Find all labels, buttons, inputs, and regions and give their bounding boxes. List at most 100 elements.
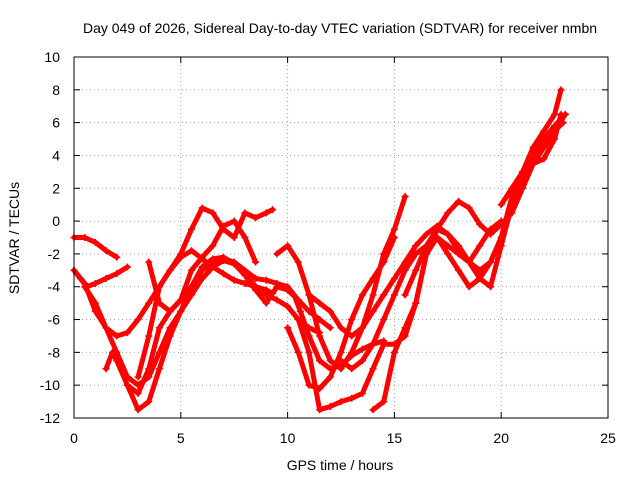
data-point	[348, 332, 356, 340]
data-point	[187, 225, 195, 233]
y-tick-labels: -12 -10 -8 -6 -4 -2 0 2 4 6 8 10	[40, 49, 60, 426]
data-point	[108, 348, 116, 356]
data-point	[476, 242, 484, 250]
data-point	[412, 299, 420, 307]
data-point	[220, 253, 228, 261]
data-point	[348, 348, 356, 356]
y-tick-label: -4	[48, 279, 61, 295]
data-point	[390, 275, 398, 283]
data-point	[369, 291, 377, 299]
data-point	[145, 398, 153, 406]
y-tick-label: 10	[44, 49, 60, 65]
data-point	[123, 329, 131, 337]
data-point	[262, 276, 270, 284]
y-tick-label: -2	[48, 246, 61, 262]
data-point	[177, 250, 185, 258]
data-point	[465, 204, 473, 212]
series-13	[337, 110, 569, 373]
series-9	[273, 192, 409, 373]
data-point	[519, 168, 527, 176]
data-point	[187, 247, 195, 255]
data-point	[241, 234, 249, 241]
x-tick-label: 15	[387, 430, 403, 446]
data-point	[230, 217, 238, 225]
data-point	[465, 283, 473, 291]
series-6	[123, 253, 334, 414]
data-point	[269, 206, 277, 214]
data-point	[369, 275, 377, 283]
data-point	[497, 217, 505, 225]
data-point	[380, 291, 388, 299]
data-point	[369, 307, 377, 315]
y-axis-label: SDTVAR / TECUs	[6, 182, 22, 294]
series-line	[402, 218, 504, 298]
y-tick-label: 2	[52, 180, 60, 196]
data-point	[422, 230, 430, 238]
data-point	[401, 324, 409, 332]
data-point	[187, 283, 195, 291]
data-point	[102, 275, 110, 283]
data-point	[326, 357, 334, 365]
data-point	[540, 127, 548, 135]
data-point	[358, 324, 366, 332]
series-line	[135, 205, 276, 380]
data-point	[273, 283, 281, 291]
y-tick-label: -6	[48, 312, 61, 328]
data-point	[337, 357, 345, 365]
data-point	[358, 357, 366, 365]
data-point	[113, 253, 121, 261]
data-point	[91, 279, 99, 287]
data-point	[444, 209, 452, 217]
data-point	[209, 209, 217, 217]
data-point	[369, 406, 377, 414]
data-point	[454, 197, 462, 205]
axes	[73, 56, 609, 419]
series-16	[497, 110, 565, 209]
y-tick-label: 0	[52, 213, 60, 229]
data-point	[134, 373, 142, 381]
data-point	[326, 403, 334, 411]
data-point	[401, 192, 409, 200]
data-point	[155, 348, 163, 356]
y-tick-label: -8	[48, 344, 61, 360]
y-tick-label: 4	[52, 147, 60, 163]
data-point	[529, 160, 537, 168]
data-point	[198, 275, 206, 283]
data-point	[348, 394, 356, 402]
data-point	[380, 398, 388, 406]
data-point	[444, 250, 452, 258]
data-point	[358, 291, 366, 299]
data-point	[102, 365, 110, 373]
data-point	[305, 381, 313, 389]
data-point	[134, 316, 142, 324]
data-point	[177, 307, 185, 315]
data-point	[380, 316, 388, 324]
data-point	[476, 220, 484, 228]
y-tick-label: -10	[40, 377, 60, 393]
data-point	[358, 345, 366, 353]
data-point	[557, 110, 565, 118]
data-point	[497, 234, 505, 241]
plot-frame	[73, 56, 609, 419]
y-tick-label: -12	[40, 410, 60, 426]
data-traces	[70, 86, 569, 414]
data-point	[155, 365, 163, 373]
data-point	[305, 291, 313, 299]
data-point	[155, 324, 163, 332]
data-point	[326, 373, 334, 381]
data-point	[166, 266, 174, 274]
data-point	[316, 332, 324, 340]
data-point	[401, 258, 409, 266]
data-point	[337, 348, 345, 356]
series-5	[70, 263, 131, 291]
data-point	[262, 209, 270, 217]
data-point	[390, 348, 398, 356]
data-point	[412, 250, 420, 258]
data-point	[102, 324, 110, 332]
data-point	[476, 275, 484, 283]
data-point	[76, 275, 84, 283]
series-line	[306, 87, 564, 339]
series-line	[71, 264, 130, 290]
data-point	[198, 253, 206, 261]
data-point	[230, 260, 238, 268]
